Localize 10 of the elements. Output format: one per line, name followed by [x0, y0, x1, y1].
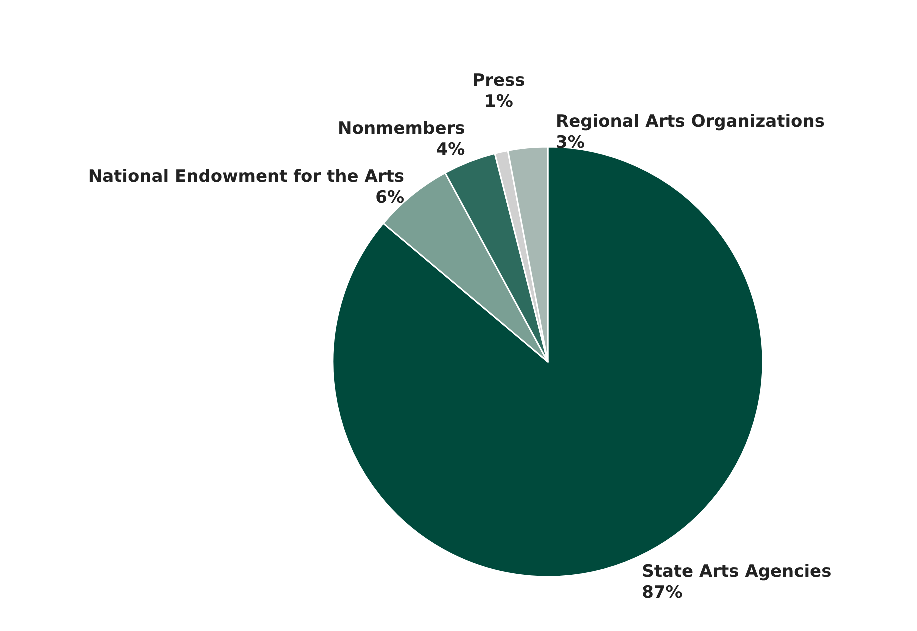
slice-label: State Arts Agencies — [642, 562, 832, 582]
slice-label: Nonmembers — [338, 119, 466, 140]
slice-label: National Endowment for the Arts — [88, 167, 405, 188]
data-label: 1% — [484, 92, 514, 112]
slice-label: Regional Arts Organizations — [556, 112, 825, 132]
data-label: 4% — [436, 140, 466, 160]
data-label: 3% — [556, 133, 585, 153]
slice-label: Press — [472, 71, 526, 92]
data-label: 87% — [642, 583, 683, 604]
data-label: 6% — [376, 188, 405, 208]
